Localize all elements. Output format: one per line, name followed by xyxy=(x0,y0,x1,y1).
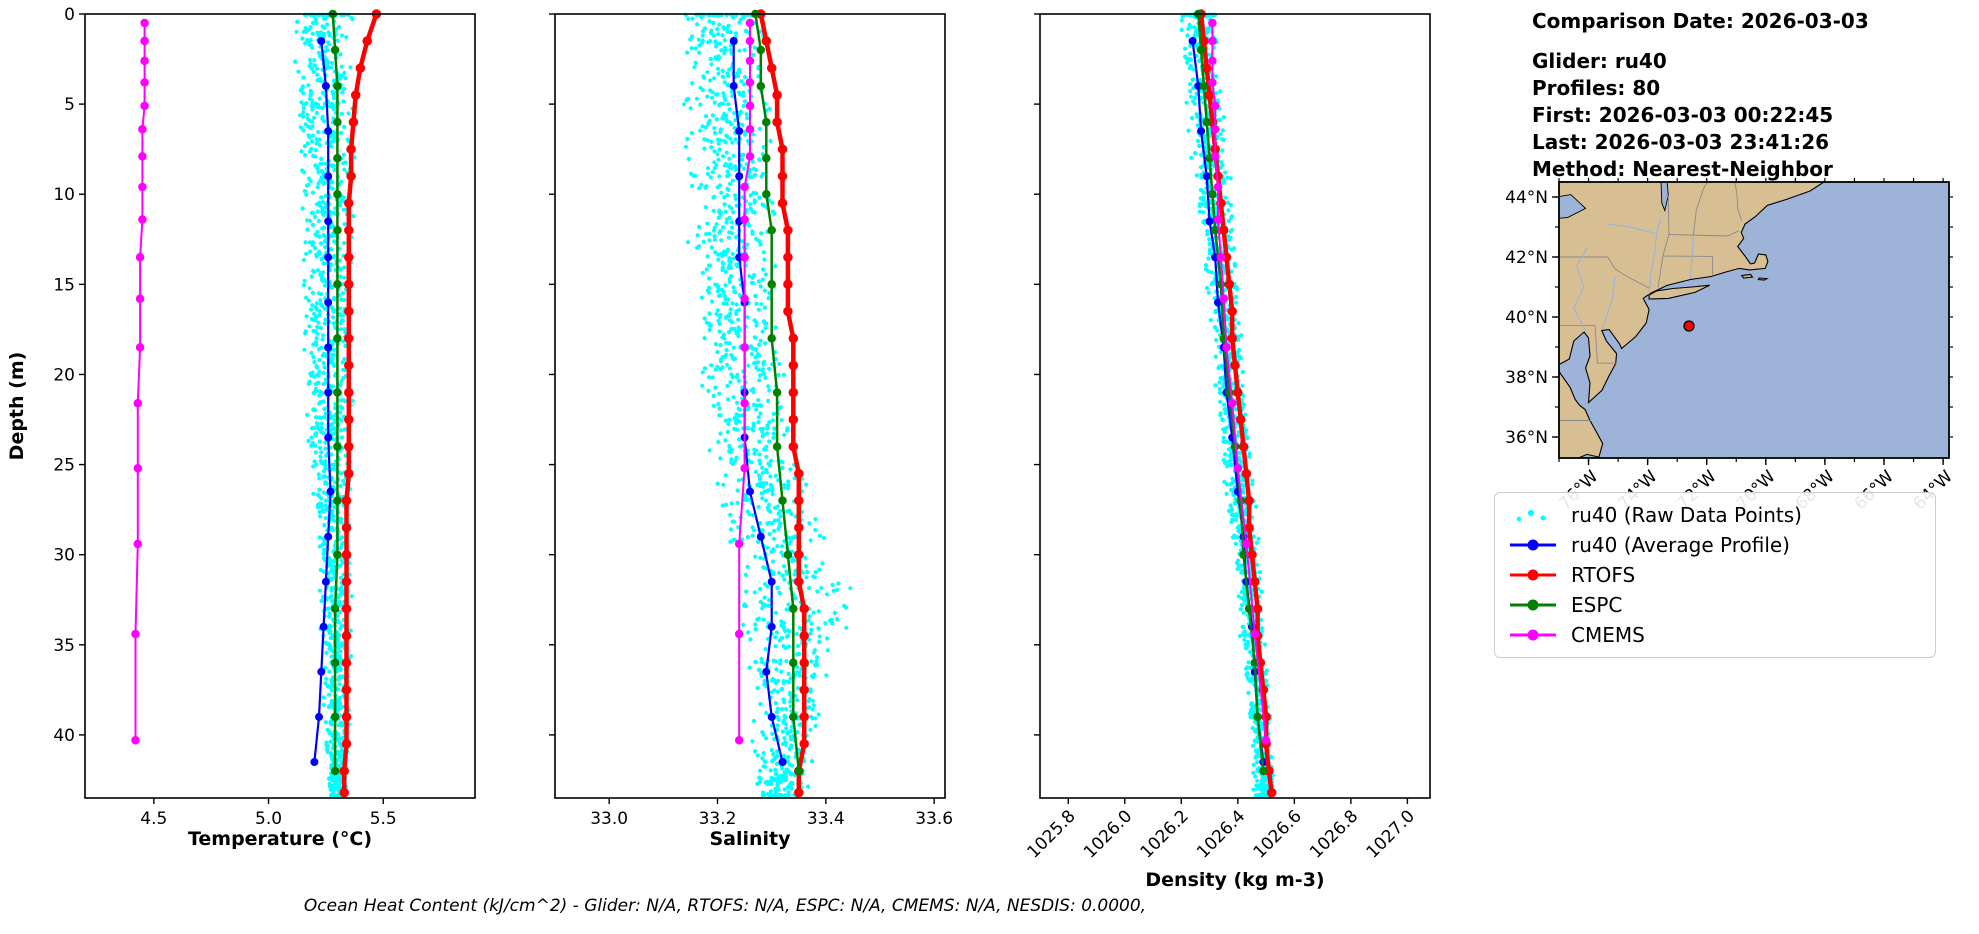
legend-item-espc: ESPC xyxy=(1507,590,1923,620)
svg-text:1027.0: 1027.0 xyxy=(1363,806,1419,862)
raw-data-points xyxy=(682,12,853,798)
map-lat-label: 40°N xyxy=(1505,308,1548,328)
river xyxy=(1689,235,1694,279)
x-tick-label: 1026.8 xyxy=(1306,806,1362,862)
salinity-axis-label: Salinity xyxy=(709,828,791,850)
legend-line-marker xyxy=(1510,629,1556,641)
cmems-markers xyxy=(734,18,755,745)
map-lat-label: 38°N xyxy=(1505,368,1548,388)
state-border xyxy=(1668,230,1740,237)
legend-item-ru40-average-profile: ru40 (Average Profile) xyxy=(1507,530,1923,560)
legend-label: ru40 (Average Profile) xyxy=(1571,533,1790,557)
ocean-heat-content-note: Ocean Heat Content (kJ/cm^2) - Glider: N… xyxy=(303,896,1147,916)
y-tick-label: 0 xyxy=(64,5,75,25)
map-lat-label: 44°N xyxy=(1505,188,1548,208)
x-tick-label: 1025.8 xyxy=(1024,806,1080,862)
profiles-count: Profiles: 80 xyxy=(1532,76,1661,100)
y-tick-label: 5 xyxy=(64,95,75,115)
rtofs-line xyxy=(341,13,379,793)
x-tick-label: 5.0 xyxy=(255,809,282,829)
map-land xyxy=(1757,277,1769,281)
x-tick-label: 33.2 xyxy=(699,809,737,829)
map-land xyxy=(1648,284,1710,300)
state-border xyxy=(1662,255,1714,275)
profile-charts: 4.5 5.0 5.5 0 5 10 15 20 25 30 35 40 Temperature (°C… xyxy=(6,5,1431,891)
legend-label: ru40 (Raw Data Points) xyxy=(1571,503,1802,527)
map-lat-label: 36°N xyxy=(1505,428,1548,448)
river xyxy=(1547,353,1555,367)
last-profile-time: Last: 2026-03-03 23:41:26 xyxy=(1532,130,1830,154)
x-tick-label: 1026.4 xyxy=(1193,806,1249,862)
legend-scatter-marker xyxy=(1516,509,1546,522)
svg-text:1026.4: 1026.4 xyxy=(1193,806,1249,862)
map-land xyxy=(1740,273,1754,279)
ru40-average-profile-markers xyxy=(310,37,335,766)
legend-label: CMEMS xyxy=(1571,623,1645,647)
density-panel: 1025.8 1026.0 1026.2 1026.4 1026.6 1026.8 1027… xyxy=(1024,9,1431,891)
x-tick-label: 33.0 xyxy=(590,809,628,829)
y-tick-label: 15 xyxy=(53,275,75,295)
temperature-axis-label: Temperature (°C) xyxy=(188,828,372,850)
y-tick-label: 35 xyxy=(53,636,75,656)
legend-label: ESPC xyxy=(1571,593,1623,617)
x-tick-label: 4.5 xyxy=(140,809,167,829)
state-border xyxy=(1594,325,1617,364)
river xyxy=(1573,247,1588,331)
svg-text:1025.8: 1025.8 xyxy=(1024,806,1080,862)
glider-location-marker xyxy=(1683,320,1695,332)
river xyxy=(1648,217,1662,295)
map-lat-label: 42°N xyxy=(1505,248,1548,268)
svg-text:1026.8: 1026.8 xyxy=(1306,806,1362,862)
map-lake xyxy=(1660,182,1669,212)
legend-item-cmems: CMEMS xyxy=(1507,620,1923,650)
legend-item-ru40-raw-data-points: ru40 (Raw Data Points) xyxy=(1507,500,1923,530)
x-tick-label: 1027.0 xyxy=(1363,806,1419,862)
legend-line-marker xyxy=(1510,569,1556,581)
legend: ru40 (Raw Data Points) ru40 (Average Prof… xyxy=(1494,492,1936,658)
state-border xyxy=(1734,182,1743,221)
method: Method: Nearest-Neighbor xyxy=(1532,157,1833,181)
y-tick-label: 30 xyxy=(53,546,75,566)
x-tick-label: 5.5 xyxy=(370,809,397,829)
salinity-panel: 33.0 33.2 33.4 33.6 Salinity xyxy=(549,9,953,850)
temperature-panel: 4.5 5.0 5.5 0 5 10 15 20 25 30 35 40 Temperature (°C… xyxy=(6,5,476,850)
legend-line-marker xyxy=(1510,599,1556,611)
y-tick-label: 40 xyxy=(53,726,75,746)
depth-axis-label: Depth (m) xyxy=(6,352,28,461)
svg-text:1026.6: 1026.6 xyxy=(1250,806,1306,862)
density-axis-label: Density (kg m-3) xyxy=(1145,869,1324,891)
x-tick-label: 1026.0 xyxy=(1080,806,1136,862)
svg-text:1026.2: 1026.2 xyxy=(1137,806,1193,862)
x-tick-label: 1026.6 xyxy=(1250,806,1306,862)
legend-line-marker xyxy=(1510,539,1556,551)
y-tick-label: 10 xyxy=(53,185,75,205)
comparison-date: Comparison Date: 2026-03-03 xyxy=(1532,9,1869,33)
first-profile-time: First: 2026-03-03 00:22:45 xyxy=(1532,103,1834,127)
state-border xyxy=(1657,195,1670,288)
cmems-markers xyxy=(131,18,149,745)
map-lake xyxy=(1559,194,1587,219)
state-border xyxy=(1607,256,1651,289)
cmems-markers xyxy=(1208,18,1271,745)
glider-name: Glider: ru40 xyxy=(1532,49,1667,73)
x-tick-label: 1026.2 xyxy=(1137,806,1193,862)
location-map: 76°W 74°W 72°W 70°W 68°W 66°W 64°W44°N42°N40°N… xyxy=(1505,178,1957,512)
info-panel: Comparison Date: 2026-03-03 Glider: ru40… xyxy=(1532,8,1869,183)
y-tick-label: 20 xyxy=(53,365,75,385)
svg-text:1026.0: 1026.0 xyxy=(1080,806,1136,862)
legend-label: RTOFS xyxy=(1571,563,1636,587)
river xyxy=(1607,223,1657,235)
legend-item-rtofs: RTOFS xyxy=(1507,560,1923,590)
x-tick-label: 33.4 xyxy=(807,809,845,829)
map-land xyxy=(1559,182,1825,458)
info-spacer xyxy=(1532,35,1869,48)
x-tick-label: 33.6 xyxy=(915,809,953,829)
river xyxy=(1602,276,1616,330)
y-tick-label: 25 xyxy=(53,456,75,476)
